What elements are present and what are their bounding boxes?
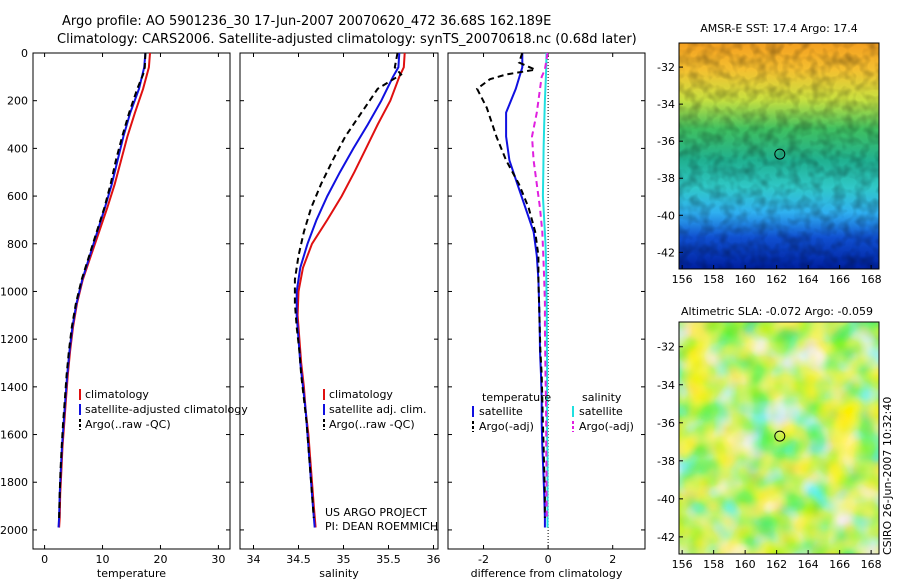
difference-from-climatology-xlabel: difference from climatology — [471, 567, 623, 580]
temperature-profile-panel: 0 200 400 600 800 1000 1200 1400 1600 1800 2000 0 10… — [0, 47, 248, 580]
x-tick-label: 35.5 — [376, 553, 401, 566]
legend-label: satellite-adjusted climatology — [85, 403, 248, 416]
map-x-tick-label: 158 — [703, 558, 724, 571]
legend-label: Argo(..raw -QC) — [85, 418, 171, 431]
map-x-tick-label: 160 — [735, 558, 756, 571]
map-y-tick-label: -32 — [657, 341, 675, 354]
argo-position-marker-sla — [774, 430, 786, 442]
depth-tick-label: 0 — [21, 47, 28, 60]
series-line-temperature-argo-adj- — [475, 52, 546, 518]
x-tick-label: -2 — [478, 553, 489, 566]
series-line-argo-raw-qc- — [293, 52, 403, 519]
sst-texture-2 — [679, 43, 879, 269]
x-tick-label: 2 — [609, 553, 616, 566]
legend-header-temperature: temperature — [482, 391, 551, 404]
salinity-profile-panel: 34 34.5 35 35.5 36 salinity climatology satelli… — [239, 52, 441, 580]
sst-map-title: AMSR-E SST: 17.4 Argo: 17.4 — [700, 22, 858, 35]
depth-tick-label: 1800 — [0, 476, 28, 489]
x-tick-label: 34 — [247, 553, 261, 566]
title-line-2: Climatology: CARS2006. Satellite-adjuste… — [57, 32, 637, 47]
map-x-tick-label: 168 — [861, 273, 882, 286]
legend-label: satellite — [579, 405, 623, 418]
x-tick-label: 30 — [211, 553, 225, 566]
map-y-tick-label: -38 — [657, 172, 675, 185]
depth-tick-label: 400 — [7, 142, 28, 155]
map-y-tick-label: -36 — [657, 135, 675, 148]
legend-label: satellite — [479, 405, 523, 418]
sla-map-panel: Altimetric SLA: -0.072 Argo: -0.059 156 1… — [657, 305, 882, 571]
depth-tick-label: 1400 — [0, 381, 28, 394]
salinity-profile-xlabel: salinity — [319, 567, 359, 580]
map-x-tick-label: 160 — [735, 273, 756, 286]
series-line-salinity-satellite — [541, 52, 549, 528]
map-x-tick-label: 168 — [861, 558, 882, 571]
x-tick-label: 34.5 — [286, 553, 311, 566]
depth-tick-label: 600 — [7, 190, 28, 203]
map-y-tick-label: -42 — [657, 531, 675, 544]
series-line-satellite-adj-clim- — [295, 52, 401, 528]
map-x-tick-label: 158 — [703, 273, 724, 286]
map-y-tick-label: -36 — [657, 417, 675, 430]
salinity-profile-frame — [239, 52, 439, 550]
credit-line-1: US ARGO PROJECT — [325, 506, 427, 519]
depth-tick-label: 800 — [7, 238, 28, 251]
depth-tick-label: 1200 — [0, 333, 28, 346]
map-x-tick-label: 156 — [672, 558, 693, 571]
sst-map-panel: AMSR-E SST: 17.4 Argo: 17.4 156 158 160 162… — [657, 22, 882, 286]
map-y-tick-label: -34 — [657, 98, 675, 111]
legend-label: climatology — [329, 388, 393, 401]
x-tick-label: 36 — [427, 553, 441, 566]
legend-label: Argo(..raw -QC) — [329, 418, 415, 431]
depth-tick-label: 200 — [7, 95, 28, 108]
map-y-tick-label: -42 — [657, 246, 675, 259]
legend-header-salinity: salinity — [582, 391, 622, 404]
x-tick-label: 0 — [41, 553, 48, 566]
x-tick-label: 20 — [153, 553, 167, 566]
map-y-tick-label: -38 — [657, 455, 675, 468]
x-tick-label: 0 — [545, 553, 552, 566]
sla-map-frame — [678, 321, 880, 555]
legend-label: Argo(-adj) — [579, 420, 634, 433]
depth-tick-label: 1600 — [0, 429, 28, 442]
map-y-tick-label: -40 — [657, 493, 675, 506]
map-x-tick-label: 164 — [798, 558, 819, 571]
depth-tick-label: 2000 — [0, 524, 28, 537]
legend-label: climatology — [85, 388, 149, 401]
temperature-profile-xlabel: temperature — [97, 567, 166, 580]
credit-line-2: PI: DEAN ROEMMICH — [325, 520, 438, 533]
map-y-tick-label: -40 — [657, 209, 675, 222]
map-y-tick-label: -32 — [657, 61, 675, 74]
x-tick-label: 35 — [337, 553, 351, 566]
sla-field — [679, 322, 879, 554]
map-x-tick-label: 162 — [766, 558, 787, 571]
legend-label: Argo(-adj) — [479, 420, 534, 433]
map-x-tick-label: 162 — [766, 273, 787, 286]
legend-label: satellite adj. clim. — [329, 403, 426, 416]
series-line-climatology — [58, 52, 151, 528]
sla-map-title: Altimetric SLA: -0.072 Argo: -0.059 — [681, 305, 873, 318]
series-line-salinity-argo-adj- — [530, 52, 549, 519]
sst-map-frame — [678, 42, 880, 270]
x-tick-label: 10 — [96, 553, 110, 566]
series-line-climatology — [296, 52, 406, 528]
argo-position-marker-sst — [774, 148, 786, 160]
depth-tick-label: 1000 — [0, 285, 28, 298]
timestamp-label: CSIRO 26-Jun-2007 10:32:40 — [881, 397, 894, 555]
map-x-tick-label: 166 — [829, 273, 850, 286]
map-y-tick-label: -34 — [657, 379, 675, 392]
temperature-profile-frame — [32, 52, 231, 550]
series-line-satellite-adjusted-climatology — [57, 52, 147, 528]
series-line-argo-raw-qc- — [58, 52, 147, 519]
title-line-1: Argo profile: AO 5901236_30 17-Jun-2007 … — [62, 14, 551, 29]
map-x-tick-label: 156 — [672, 273, 693, 286]
map-x-tick-label: 166 — [829, 558, 850, 571]
map-x-tick-label: 164 — [798, 273, 819, 286]
